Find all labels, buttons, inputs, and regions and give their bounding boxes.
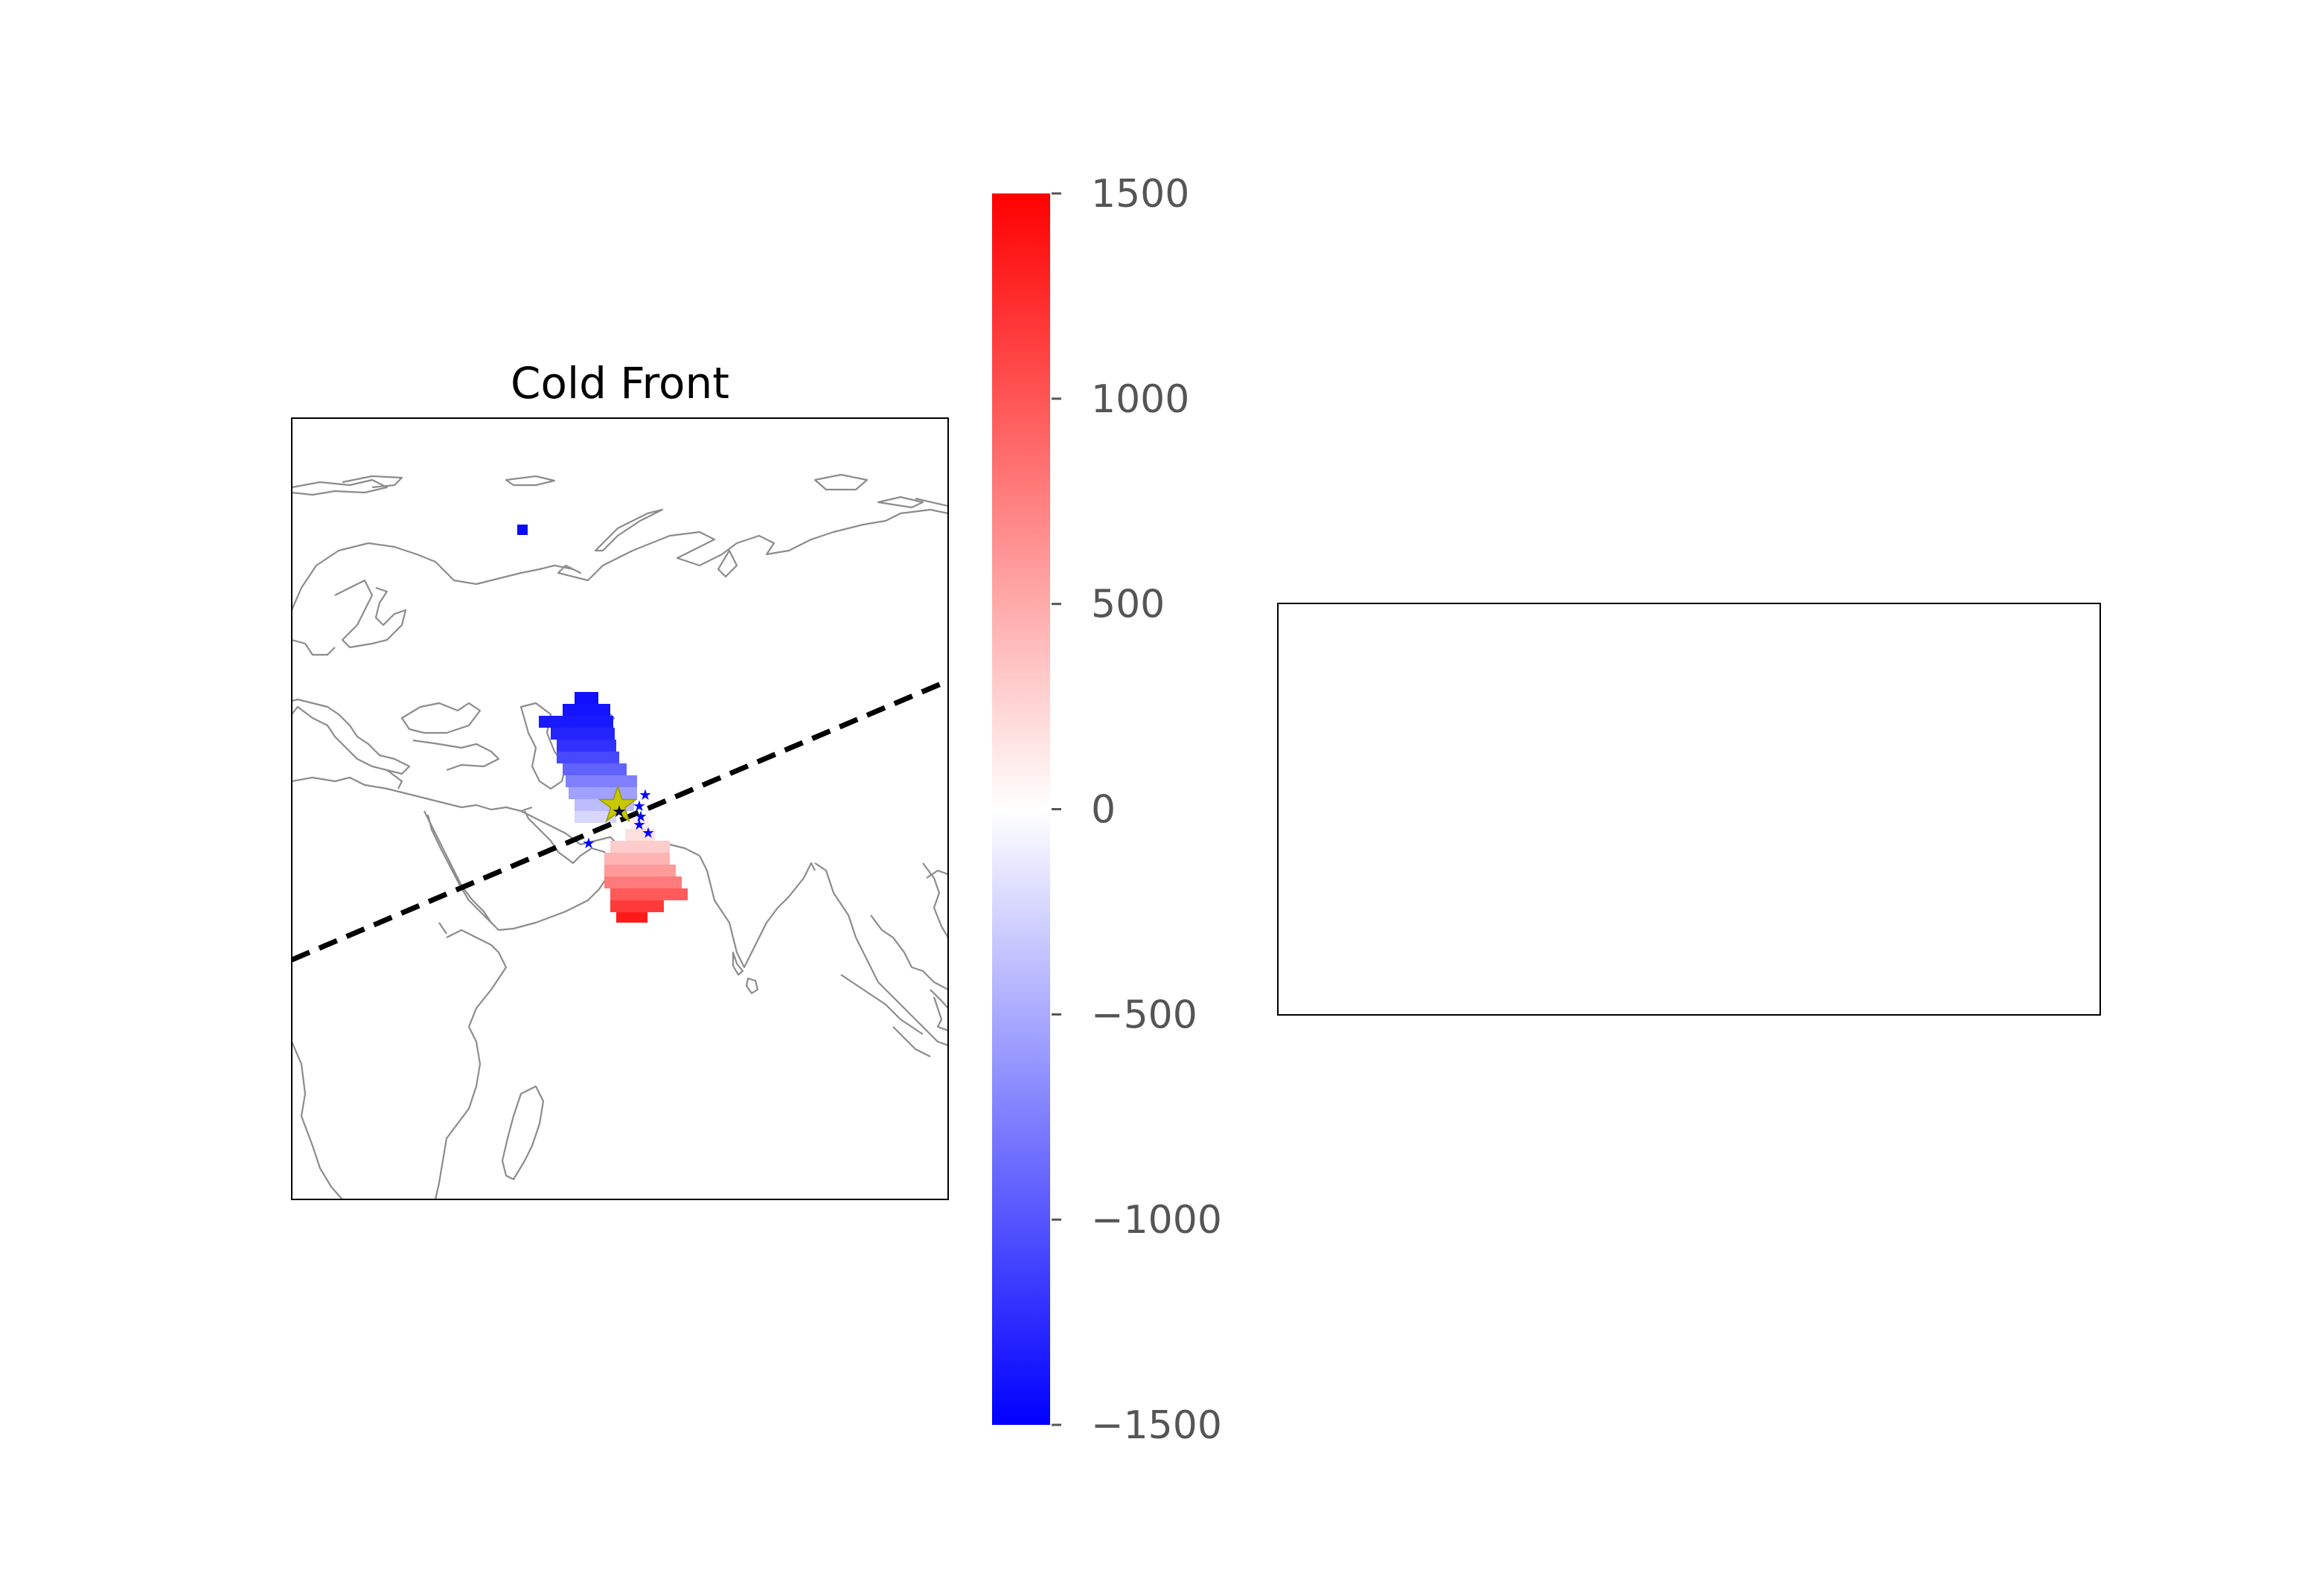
empty-panel [1277,603,2101,1016]
colorbar-tick-label: −1500 [1091,1403,1222,1448]
center-point-icon: ★ [612,803,627,821]
colorbar-tick-label: −500 [1091,993,1197,1037]
center-star-icon: ★ [596,778,639,833]
station-markers: ★ ★ ★ ★ ★ ★ [582,786,655,852]
colorbar-ticks: 1500 1000 500 0 −500 −1000 −1500 [1052,172,1222,1448]
station-star-icon: ★ [634,807,647,825]
anomaly-grid [517,525,688,923]
colorbar-bar [992,193,1050,1425]
colorbar-tick-label: 500 [1091,583,1165,627]
station-star-icon: ★ [633,815,646,833]
colorbar-tick-label: 1000 [1091,377,1189,422]
colorbar-tick-label: −1000 [1091,1198,1222,1243]
colorbar: 1500 1000 500 0 −500 −1000 −1500 [992,172,1222,1448]
station-star-icon: ★ [639,786,652,804]
colorbar-tick-label: 1500 [1091,172,1189,217]
map-panel: ★ ★ ★ ★ ★ ★ ★ ★ [291,417,949,1200]
station-star-icon: ★ [642,824,655,842]
colorbar-tick-label: 0 [1091,788,1116,833]
map-content: ★ ★ ★ ★ ★ ★ ★ ★ [292,473,948,1199]
map-title: Cold Front [511,358,729,408]
station-star-icon: ★ [582,834,595,852]
map-frame [291,417,949,1200]
station-star-icon: ★ [633,797,646,815]
